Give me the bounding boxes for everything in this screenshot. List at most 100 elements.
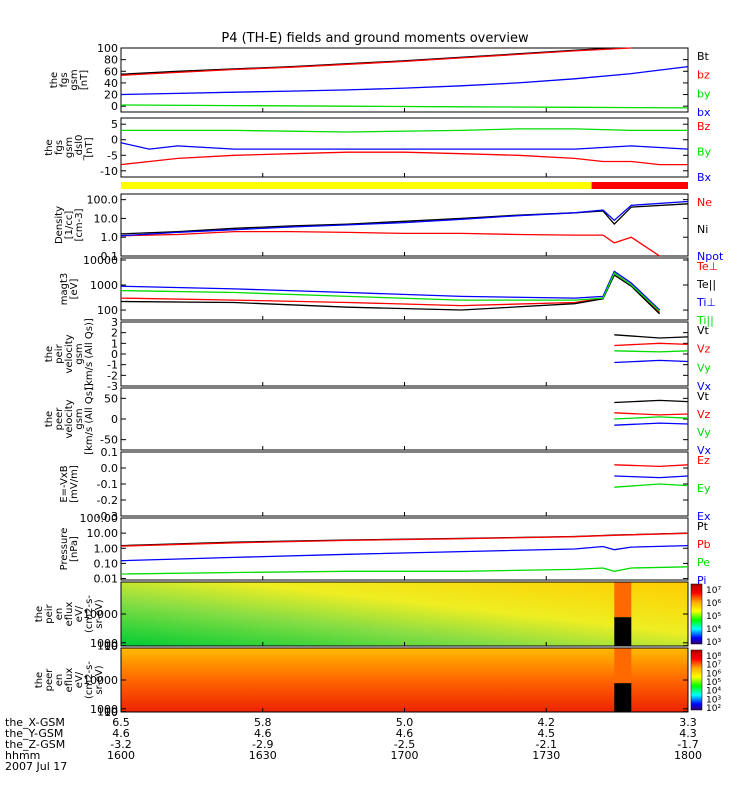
y-axis-label: [eV] [69, 279, 80, 300]
legend-entry: Pe [697, 556, 710, 569]
y-tick-label: 0 [111, 134, 118, 147]
heatmap-gap-upper [614, 582, 632, 618]
legend-entry: Pb [697, 538, 711, 551]
y-tick-label: 10000 [83, 674, 118, 687]
y-tick-label: 0.01 [94, 573, 119, 586]
y-tick-label: 20 [104, 89, 118, 102]
colorbar [690, 583, 703, 645]
y-tick-label: 100.00 [80, 512, 119, 525]
x-axis-date: 2007 Jul 17 [5, 760, 67, 773]
y-tick-label: -0.2 [97, 494, 118, 507]
y-tick-label: -0.1 [97, 478, 118, 491]
x-annotation-value: 3.3 [679, 716, 697, 729]
y-axis-label: Density [54, 206, 65, 244]
y-axis-label: eflux [64, 602, 75, 627]
series-line-Npot [120, 200, 689, 237]
colorbar-tick-label: 10⁷ [706, 661, 721, 671]
series-line-Vz [614, 412, 689, 416]
y-tick-label: 100 [97, 42, 118, 55]
legend-entry: Pi [697, 574, 706, 587]
x-annotation-value: 4.3 [679, 727, 697, 740]
legend-entry: bz [697, 69, 710, 82]
colorbar-tick-label: 10⁶ [706, 669, 721, 679]
y-tick-label: 0.1 [101, 250, 119, 263]
legend-entry: Vx [697, 444, 712, 457]
x-annotation-value: 5.0 [396, 716, 414, 729]
y-axis-label: fgs [54, 140, 65, 155]
series-line-Ni [120, 203, 689, 235]
series-line-Te|| [120, 274, 661, 315]
legend-entry: Ne [697, 196, 712, 209]
y-axis-label: [mV/m] [69, 465, 80, 503]
y-tick-label: 1000 [90, 637, 118, 650]
series-line-Ey [614, 483, 689, 488]
colorbar-tick-label: 10⁷ [706, 586, 721, 596]
y-axis-label: [1/cc] [64, 211, 75, 240]
colorbar-tick-label: 10⁶ [706, 599, 721, 609]
heatmap-gap-lower [614, 617, 632, 646]
series-line-Pe [120, 566, 689, 575]
colorbar-tick-label: 10⁴ [706, 625, 721, 635]
legend-entry: Vx [697, 380, 712, 393]
series-line-Vz [614, 342, 689, 347]
y-axis-label: en [54, 608, 65, 621]
y-tick-label: 0 [111, 348, 118, 361]
y-tick-label: 100 [97, 304, 118, 317]
series-line-Te⊥ [120, 272, 661, 313]
y-tick-label: 60 [104, 65, 118, 78]
y-axis-label: the [44, 411, 55, 427]
y-axis-label: sr-eV) [94, 665, 105, 694]
legend-entry: Bz [697, 120, 711, 133]
y-tick-label: -2 [107, 369, 118, 382]
x-annotation-value: 4.6 [112, 727, 130, 740]
series-line-Vt [614, 399, 689, 404]
y-tick-label: 0.1 [101, 446, 119, 459]
legend-entry: Vy [697, 426, 711, 439]
y-axis-label: [km/s (All Qs)] [84, 383, 95, 455]
y-axis-label: gsm [74, 343, 85, 364]
status-bar-red [591, 182, 688, 189]
y-axis-label: [km/s (All Qs)] [84, 318, 95, 390]
x-annotation-value: -3.2 [110, 738, 131, 751]
y-tick-label: 3 [111, 316, 118, 329]
legend-entry: Bt [697, 50, 710, 63]
panel-frame [120, 257, 689, 321]
series-line-Vx [614, 359, 689, 364]
y-tick-label: 0 [111, 100, 118, 113]
series-line-Ne [120, 230, 660, 257]
heatmap-field [121, 648, 688, 712]
y-tick-label: 10 [104, 706, 118, 719]
series-line-Ti⊥ [120, 270, 661, 311]
series-line-Ex [614, 475, 689, 479]
y-tick-label: 10000 [83, 254, 118, 267]
legend-entry: Ez [697, 454, 710, 467]
y-axis-label: (cm2-s- [84, 661, 95, 699]
y-tick-label: 80 [104, 54, 118, 67]
y-tick-label: 100 [97, 706, 118, 719]
y-tick-label: 100 [97, 640, 118, 653]
legend-entry: Npot [697, 250, 724, 263]
y-tick-label: 10.0 [94, 212, 119, 225]
x-annotation-label: the_Z-GSM [5, 738, 65, 751]
y-tick-label: 10.00 [87, 527, 119, 540]
y-axis-label: gsm [69, 69, 80, 90]
y-axis-label: peer [54, 407, 65, 431]
series-line-Ez [614, 464, 689, 468]
x-annotation-value: 4.6 [254, 727, 272, 740]
legend-entry: Bx [697, 171, 712, 184]
x-annotation-value: 4.5 [538, 727, 556, 740]
colorbar-tick-label: 10² [706, 704, 721, 714]
legend-entry: Te|| [696, 278, 716, 291]
y-axis-label: E=-VxB [59, 465, 70, 502]
series-line-bz [120, 47, 632, 76]
y-axis-label: en [54, 674, 65, 687]
series-line-Vy [614, 350, 689, 353]
legend-entry: Vt [697, 324, 710, 337]
y-tick-label: 1000 [90, 279, 118, 292]
y-tick-label: 5 [111, 118, 118, 131]
series-line-Vt [614, 334, 689, 339]
x-annotation-label: the_Y-GSM [5, 727, 63, 740]
status-bar-yellow [121, 182, 592, 189]
y-axis-label: eflux [64, 668, 75, 693]
y-axis-label: sr-eV) [94, 599, 105, 628]
